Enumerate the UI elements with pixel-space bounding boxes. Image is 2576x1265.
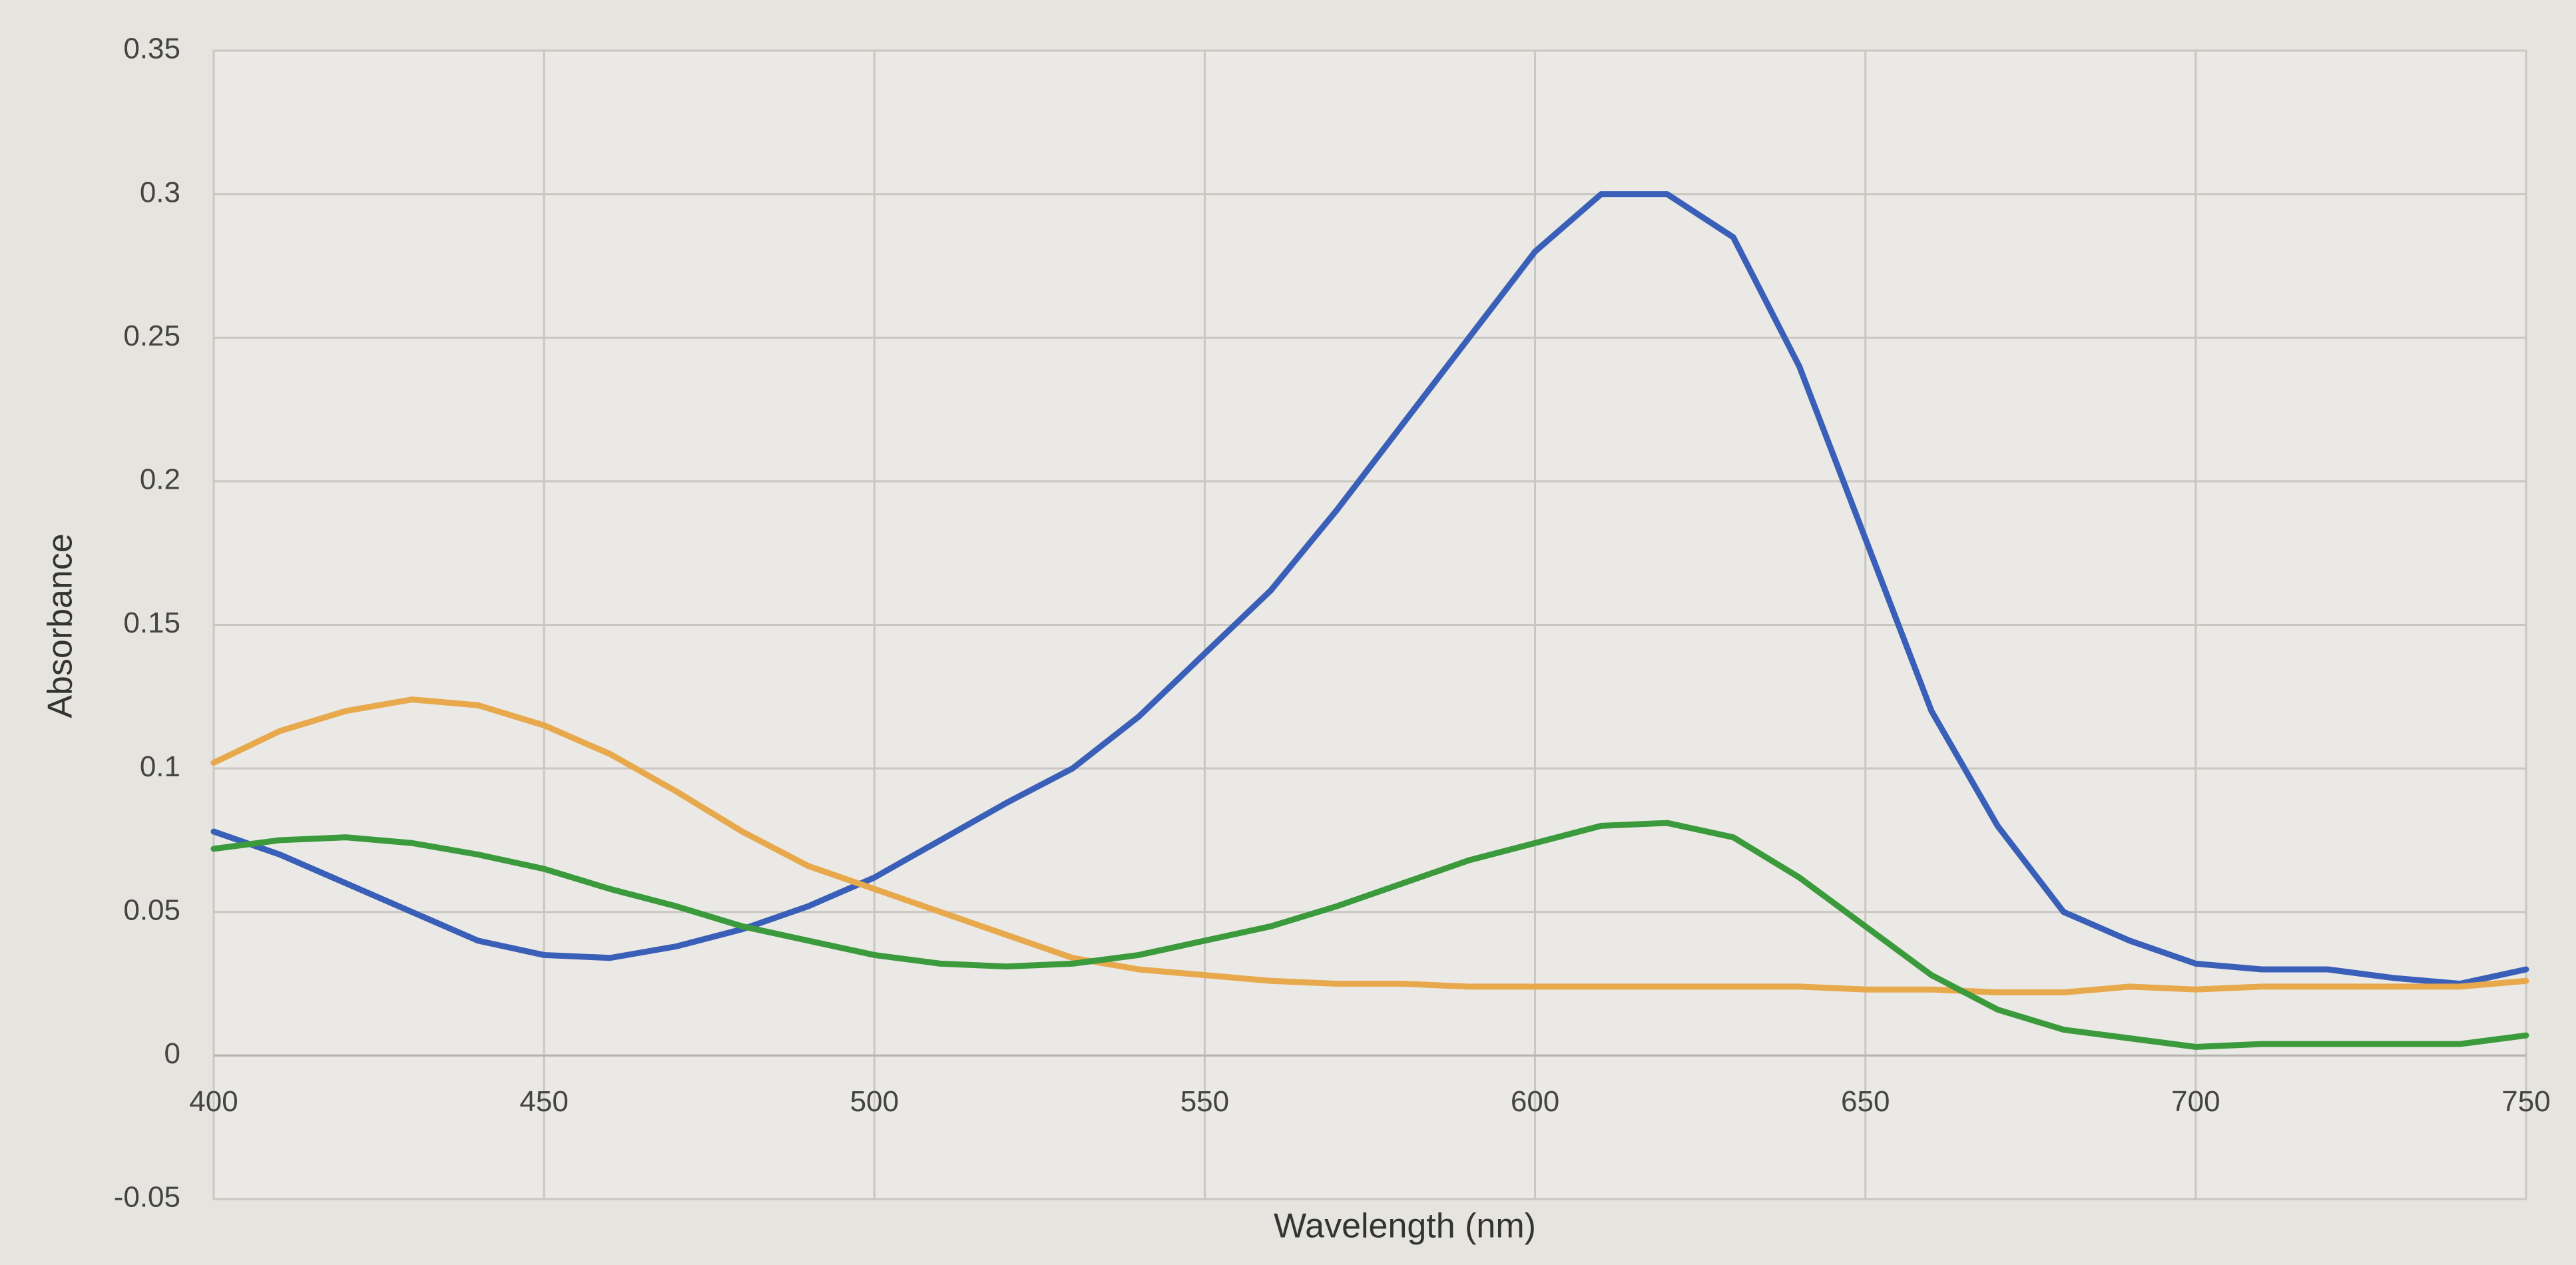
x-tick-label: 750 <box>2501 1085 2550 1118</box>
y-tick-label: 0.25 <box>123 320 180 352</box>
y-tick-label: 0.2 <box>140 463 180 496</box>
x-tick-label: 400 <box>189 1085 238 1118</box>
y-tick-label: 0.1 <box>140 750 180 783</box>
x-tick-label: 600 <box>1511 1085 1559 1118</box>
y-tick-label: -0.05 <box>114 1181 180 1214</box>
x-tick-label: 650 <box>1841 1085 1890 1118</box>
y-tick-label: 0 <box>164 1037 180 1070</box>
y-tick-label: 0.35 <box>123 33 180 65</box>
y-tick-label: 0.3 <box>140 176 180 208</box>
y-tick-label: 0.05 <box>123 893 180 926</box>
data-line <box>210 820 2529 1050</box>
y-axis-title: Absorbance <box>41 533 80 718</box>
data-line <box>210 696 2529 995</box>
x-tick-label: 450 <box>519 1085 568 1118</box>
x-axis-title: Wavelength (nm) <box>1274 1207 1536 1246</box>
x-tick-label: 500 <box>850 1085 899 1118</box>
data-line <box>210 191 2529 987</box>
x-tick-label: 700 <box>2171 1085 2220 1118</box>
y-tick-label: 0.15 <box>123 607 180 639</box>
x-tick-label: 550 <box>1180 1085 1229 1118</box>
